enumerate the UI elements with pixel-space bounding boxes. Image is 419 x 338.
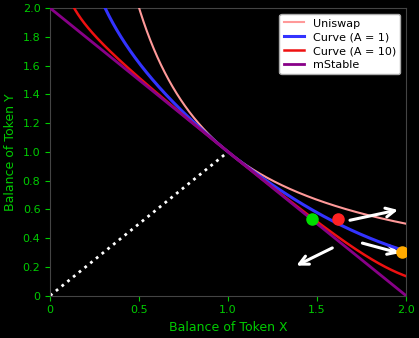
Line: Curve (A = 1): Curve (A = 1) <box>102 1 406 251</box>
Y-axis label: Balance of Token Y: Balance of Token Y <box>4 93 17 211</box>
Uniswap <box>349 209 354 213</box>
Curve (A = 10) <box>68 0 73 3</box>
Uniswap <box>175 93 180 97</box>
Curve (A = 10) <box>132 72 137 76</box>
Uniswap <box>392 219 397 223</box>
Curve (A = 1) <box>147 74 152 78</box>
X-axis label: Balance of Token X: Balance of Token X <box>169 321 287 334</box>
Curve (A = 10) <box>355 248 360 252</box>
Uniswap <box>246 165 251 169</box>
Line: Curve (A = 10): Curve (A = 10) <box>70 1 406 276</box>
Curve (A = 1) <box>380 241 385 245</box>
Curve (A = 10) <box>403 274 409 278</box>
Curve (A = 1) <box>357 232 362 236</box>
Uniswap <box>142 22 147 26</box>
Uniswap <box>211 137 216 141</box>
Curve (A = 1) <box>175 104 180 108</box>
Curve (A = 10) <box>220 145 225 149</box>
Uniswap <box>134 0 140 3</box>
Curve (A = 10) <box>208 136 213 140</box>
Curve (A = 10) <box>336 235 341 239</box>
Uniswap <box>403 222 409 226</box>
Line: Uniswap: Uniswap <box>137 1 406 224</box>
Curve (A = 1) <box>270 183 275 187</box>
Curve (A = 1) <box>99 0 104 3</box>
Legend: Uniswap, Curve (A = 1), Curve (A = 10), mStable: Uniswap, Curve (A = 1), Curve (A = 10), … <box>279 14 401 74</box>
Curve (A = 10) <box>141 79 146 83</box>
Curve (A = 1) <box>140 65 145 69</box>
Curve (A = 1) <box>403 249 409 253</box>
